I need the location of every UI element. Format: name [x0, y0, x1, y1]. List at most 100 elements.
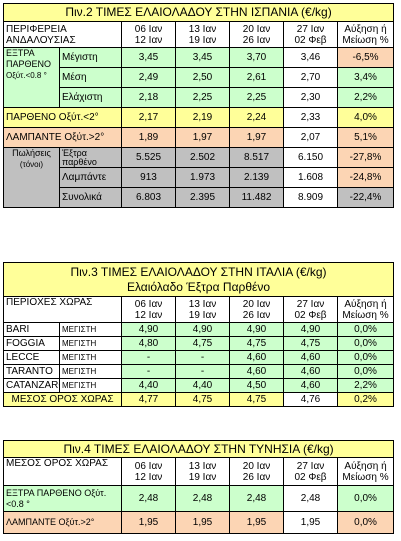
row-sub-label: Συνολικά	[59, 187, 122, 208]
row-sub-label: Μέση	[59, 67, 122, 88]
value-cell: 2,18	[121, 87, 176, 108]
change-cell: 2,2%	[336, 378, 395, 393]
tunisia-table-title: Πιν.4 ΤΙΜΕΣ ΕΛΑΙΟΛΑΔΟΥ ΣΤΗΝ ΤΥΝΗΣΙΑ (€/k…	[2, 440, 395, 458]
tunisia-lampante-label: ΛΑΜΠΑΝΤΕ Οξύτ.>2°	[3, 511, 122, 534]
change-cell: 2,2%	[336, 87, 395, 108]
value-cell: 6.150	[283, 147, 338, 168]
value-cell: 4,90	[229, 322, 284, 337]
week-col-2: 13 Ιαν 19 Ιαν	[175, 457, 230, 486]
week-col-1: 06 Ιαν 12 Ιαν	[121, 457, 176, 486]
value-cell: 2,70	[283, 67, 338, 88]
tunisia-price-table: Πιν.4 ΤΙΜΕΣ ΕΛΑΙΟΛΑΔΟΥ ΣΤΗΝ ΤΥΝΗΣΙΑ (€/k…	[2, 440, 395, 534]
value-cell: 2,24	[229, 107, 284, 128]
week-col-4: 27 Ιαν 02 Φεβ	[283, 21, 338, 48]
value-cell: 8.517	[229, 147, 284, 168]
region-header-line2: ΑΝΔΑΛΟΥΣΙΑΣ	[6, 34, 76, 46]
value-cell: 4,75	[175, 336, 230, 351]
change-cell: 4,0%	[336, 107, 395, 128]
value-cell: -	[175, 364, 230, 379]
value-cell: 1.973	[175, 167, 230, 188]
value-cell: 3,46	[283, 47, 338, 68]
value-cell: 5.525	[121, 147, 176, 168]
value-cell: 4,75	[229, 392, 284, 407]
value-cell: 8.909	[283, 187, 338, 208]
change-cell: 3,4%	[336, 67, 395, 88]
value-cell: 2,48	[283, 485, 338, 512]
value-cell: -	[121, 350, 176, 365]
sales-label: Πωλήσεις (τόνοι)	[3, 147, 60, 208]
value-cell: -	[175, 350, 230, 365]
extra-virgin-label: ΕΞΤΡΑ ΠΑΡΘΕΝΟ Οξύτ.<0.8 °	[3, 47, 60, 108]
value-cell: 2,48	[229, 485, 284, 512]
value-cell: 4,60	[283, 378, 338, 393]
value-cell: 1,97	[175, 127, 230, 148]
value-cell: 4,60	[283, 364, 338, 379]
row-sub-label: Έξτρα παρθένο	[59, 147, 122, 168]
value-cell: 4,60	[229, 364, 284, 379]
week-col-4: 27 Ιαν 02 Φεβ	[283, 296, 338, 323]
region-name: BARI	[3, 322, 60, 337]
value-cell: 2,30	[283, 87, 338, 108]
spain-region-header: ΠΕΡΙΦΕΡΕΙΑ ΑΝΔΑΛΟΥΣΙΑΣ	[3, 21, 122, 48]
value-cell: 3,70	[229, 47, 284, 68]
value-cell: 1,95	[283, 511, 338, 534]
value-cell: 4,90	[283, 322, 338, 337]
value-cell: 4,50	[229, 378, 284, 393]
tunisia-region-header: ΜΕΣΟΣ ΟΡΟΣ ΧΩΡΑΣ	[3, 457, 122, 486]
value-cell: 2,17	[121, 107, 176, 128]
value-cell: 2.395	[175, 187, 230, 208]
change-cell: 0,0%	[336, 364, 395, 379]
row-sub-label: ΜΕΓΙΣΤΗ	[59, 336, 122, 351]
value-cell: 2,50	[175, 67, 230, 88]
week-col-1: 06 Ιαν 12 Ιαν	[121, 296, 176, 323]
value-cell: 2,48	[121, 485, 176, 512]
row-sub-label: ΜΕΓΙΣΤΗ	[59, 364, 122, 379]
tunisia-extra-virgin-label: ΕΞΤΡΑ ΠΑΡΘΕΝΟ Οξύτ. <0.8 °	[3, 485, 122, 512]
row-sub-label: Μέγιστη	[59, 47, 122, 68]
value-cell: 4,60	[229, 350, 284, 365]
week-col-3: 20 Ιαν 26 Ιαν	[229, 457, 284, 486]
row-sub-label: Λαμπάντε	[59, 167, 122, 188]
value-cell: 2,61	[229, 67, 284, 88]
region-name: LECCE	[3, 350, 60, 365]
value-cell: 2,25	[175, 87, 230, 108]
change-cell: 0,0%	[336, 322, 395, 337]
italy-title-line1: Πιν.3 ΤΙΜΕΣ ΕΛΑΙΟΛΑΔΟΥ ΣΤΗΝ ΙΤΑΛΙΑ (€/kg…	[70, 264, 327, 279]
region-name: FOGGIA	[3, 336, 60, 351]
italy-table-title: Πιν.3 ΤΙΜΕΣ ΕΛΑΙΟΛΑΔΟΥ ΣΤΗΝ ΙΤΑΛΙΑ (€/kg…	[2, 262, 395, 297]
value-cell: 4,90	[121, 322, 176, 337]
change-cell: 5,1%	[336, 127, 395, 148]
change-cell: -6,5%	[336, 47, 395, 68]
value-cell: 2,33	[283, 107, 338, 128]
value-cell: 2.502	[175, 147, 230, 168]
week-col-3: 20 Ιαν 26 Ιαν	[229, 21, 284, 48]
virgin-label: ΠΑΡΘΕΝΟ Οξύτ.<2°	[3, 107, 122, 128]
week-col-2: 13 Ιαν 19 Ιαν	[175, 21, 230, 48]
value-cell: 4,76	[283, 392, 338, 407]
change-cell: 0,0%	[336, 485, 395, 512]
value-cell: 1,97	[229, 127, 284, 148]
change-cell: 0,0%	[336, 336, 395, 351]
row-sub-label: ΜΕΓΙΣΤΗ	[59, 350, 122, 365]
region-name: CATANZARO	[3, 378, 60, 393]
change-header: Αύξηση ή Μείωση %	[336, 21, 395, 48]
italy-price-table: Πιν.3 ΤΙΜΕΣ ΕΛΑΙΟΛΑΔΟΥ ΣΤΗΝ ΙΤΑΛΙΑ (€/kg…	[2, 262, 395, 407]
row-sub-label: Ελάχιστη	[59, 87, 122, 108]
change-header: Αύξηση ή Μείωση %	[336, 457, 395, 486]
value-cell: -	[121, 364, 176, 379]
value-cell: 2,25	[229, 87, 284, 108]
value-cell: 1,95	[121, 511, 176, 534]
value-cell: 4,40	[175, 378, 230, 393]
change-cell: 0,0%	[336, 511, 395, 534]
value-cell: 4,75	[283, 336, 338, 351]
change-cell: 0,2%	[336, 392, 395, 407]
change-cell: 0,0%	[336, 350, 395, 365]
week-col-4: 27 Ιαν 02 Φεβ	[283, 457, 338, 486]
italy-region-header: ΠΕΡΙΟΧΕΣ ΧΩΡΑΣ	[3, 296, 122, 323]
value-cell: 4,75	[175, 392, 230, 407]
value-cell: 4,60	[283, 350, 338, 365]
italy-title-line2: Ελαιόλαδο Έξτρα Παρθένο	[126, 279, 271, 294]
value-cell: 1,95	[175, 511, 230, 534]
lampante-label: ΛΑΜΠΑΝΤΕ Οξύτ.>2°	[3, 127, 122, 148]
value-cell: 3,45	[175, 47, 230, 68]
